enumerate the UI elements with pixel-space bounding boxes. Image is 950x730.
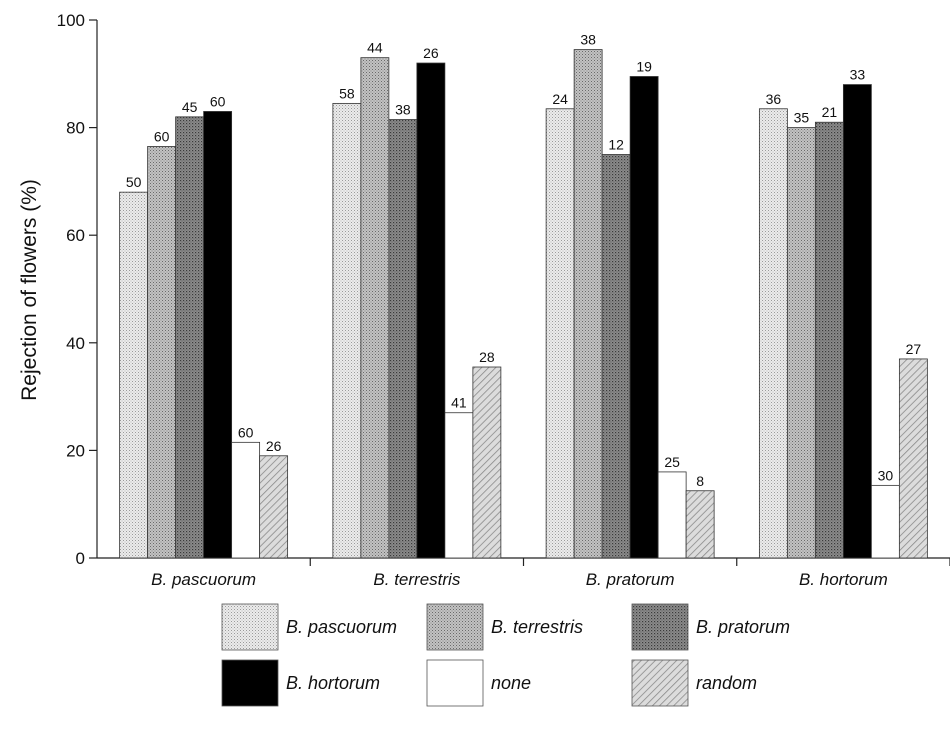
bar-data-label: 35: [794, 110, 810, 126]
legend-swatch: [426, 603, 484, 651]
bar-data-label: 33: [850, 67, 866, 83]
bar-data-label: 26: [423, 45, 439, 61]
bar-data-label: 60: [210, 93, 226, 109]
bar-b-pascuorum-4: [758, 108, 788, 559]
bar-b-hortorum-2: [416, 62, 446, 559]
legend-label: B. hortorum: [286, 673, 380, 693]
bar-data-label: 36: [766, 91, 782, 107]
bar-data-label: 38: [580, 32, 596, 48]
legend-swatch: [221, 659, 279, 707]
y-tick-label: 60: [66, 226, 85, 245]
bar-b-terrestris-1: [147, 146, 177, 559]
bar-b-terrestris-4: [786, 127, 816, 559]
bar-b-pratorum-1: [175, 116, 205, 559]
bar-none-3: [657, 471, 687, 559]
bar-data-label: 8: [696, 473, 704, 489]
y-tick-label: 80: [66, 119, 85, 138]
bar-data-label: 19: [636, 58, 652, 74]
x-category-label: B. hortorum: [799, 570, 888, 589]
bar-b-hortorum-4: [842, 84, 872, 559]
bar-data-label: 27: [906, 341, 922, 357]
bar-data-label: 44: [367, 40, 383, 56]
legend-label: B. terrestris: [491, 617, 583, 637]
x-category-label: B. terrestris: [373, 570, 460, 589]
bar-none-2: [444, 412, 474, 559]
legend-swatch: [631, 603, 689, 651]
y-tick-label: 100: [57, 11, 85, 30]
x-category-label: B. pratorum: [586, 570, 675, 589]
bar-b-terrestris-3: [573, 49, 603, 559]
legend-swatch: [631, 659, 689, 707]
legend-label: B. pascuorum: [286, 617, 397, 637]
bar-data-label: 26: [266, 438, 282, 454]
legend-swatch: [426, 659, 484, 707]
bar-data-label: 25: [664, 454, 680, 470]
bar-data-label: 30: [878, 467, 894, 483]
bars: [119, 49, 928, 559]
bar-b-pascuorum-2: [332, 102, 362, 559]
x-axis: B. pascuorum B. terrestris B. pratorum B. h…: [97, 557, 950, 589]
bar-b-pascuorum-1: [119, 191, 149, 559]
legend-swatch: [221, 603, 279, 651]
legend-label: none: [491, 673, 531, 693]
y-axis: 0 20 40 60 80 100: [57, 11, 98, 568]
bar-random-2: [472, 366, 502, 559]
bar-b-hortorum-1: [203, 111, 233, 559]
y-axis-title: Rejection of flowers (%): [18, 179, 41, 401]
bar-b-hortorum-3: [629, 76, 659, 559]
bar-b-terrestris-2: [360, 57, 390, 559]
bar-none-4: [870, 484, 900, 559]
bar-data-label: 12: [608, 137, 624, 153]
bar-data-label: 38: [395, 102, 411, 118]
bar-random-4: [898, 358, 928, 559]
bar-data-label: 60: [238, 424, 254, 440]
bar-data-label: 21: [822, 104, 838, 120]
legend: B. pascuorum B. terrestris B. pratorum B. h…: [221, 603, 790, 707]
bar-random-3: [685, 490, 715, 559]
bar-none-1: [231, 441, 261, 559]
y-tick-label: 20: [66, 441, 85, 460]
bar-data-label: 50: [126, 174, 142, 190]
bar-data-label: 24: [552, 91, 568, 107]
legend-label: random: [696, 673, 757, 693]
bar-data-label: 58: [339, 85, 355, 101]
bar-data-label: 41: [451, 395, 467, 411]
bar-b-pascuorum-3: [545, 108, 575, 559]
bar-data-label: 28: [479, 349, 495, 365]
legend-label: B. pratorum: [696, 617, 790, 637]
bar-b-pratorum-3: [601, 154, 631, 559]
bar-b-pratorum-4: [814, 121, 844, 559]
data-labels: 50 60 45 60 60 26 58 44 38 26 41 28 24 38 12 19 25 8 36 35 2…: [126, 32, 922, 489]
y-tick-label: 0: [76, 549, 85, 568]
x-category-label: B. pascuorum: [151, 570, 256, 589]
y-tick-label: 40: [66, 334, 85, 353]
bar-data-label: 45: [182, 99, 198, 115]
bar-data-label: 60: [154, 128, 170, 144]
bar-random-1: [259, 455, 289, 559]
bar-b-pratorum-2: [388, 119, 418, 559]
